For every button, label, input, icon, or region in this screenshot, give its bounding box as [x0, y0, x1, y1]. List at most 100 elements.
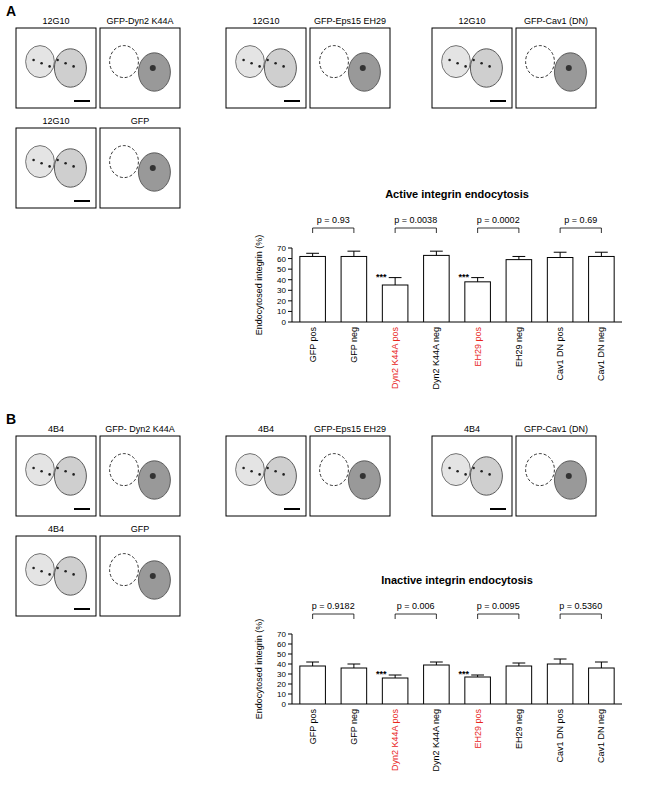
cell [442, 454, 471, 486]
bracket [313, 614, 354, 619]
text: Cav1 DN pos [555, 327, 565, 381]
vesicle [32, 59, 35, 62]
error-line [560, 659, 561, 664]
image-content [110, 46, 171, 92]
error-cap [306, 253, 319, 254]
text: 50 [277, 265, 286, 274]
text: 12G10 [42, 116, 69, 126]
bar [300, 256, 326, 322]
image-content [526, 46, 587, 92]
y-tick [288, 704, 292, 705]
gfp-spot [360, 65, 366, 71]
error-bar [554, 659, 567, 664]
gfp-cell [138, 153, 170, 191]
text: p = 0.93 [317, 215, 350, 225]
text: Dyn2 K44A neg [431, 709, 441, 772]
vesicle [40, 570, 43, 573]
error-line [601, 662, 602, 668]
cell-outline [110, 454, 139, 486]
cell [470, 49, 502, 87]
bar [424, 255, 450, 322]
text: 10 [277, 307, 286, 316]
error-cap [389, 675, 402, 676]
text: 12G10 [42, 16, 69, 26]
image-content [110, 554, 171, 600]
vesicle [282, 473, 285, 476]
cell [26, 46, 55, 78]
error-bar [347, 251, 360, 256]
error-bar [595, 662, 608, 668]
error-bar [306, 253, 319, 256]
y-tick [288, 279, 292, 280]
vesicle [64, 162, 67, 165]
vesicle [72, 165, 75, 168]
vesicle [64, 62, 67, 65]
vesicle [480, 470, 483, 473]
text: 4B4 [48, 424, 64, 434]
error-cap [430, 251, 443, 252]
cell-outline [526, 454, 555, 486]
cell [54, 149, 86, 187]
text: *** [376, 272, 387, 282]
error-bar [306, 662, 319, 666]
image-content [526, 454, 587, 500]
vesicle [472, 59, 475, 62]
error-cap [512, 663, 525, 664]
text: 50 [277, 650, 286, 659]
cell [26, 454, 55, 486]
text: GFP-Dyn2 K44A [106, 16, 173, 26]
error-cap [471, 277, 484, 278]
text: 10 [277, 690, 286, 699]
gfp-cell [138, 561, 170, 599]
text: Active integrin endocytosis [385, 188, 529, 200]
text: GFP-Eps15 EH29 [314, 16, 386, 26]
cell [442, 46, 471, 78]
bar [465, 677, 491, 704]
cell-outline [110, 554, 139, 586]
vesicle [32, 467, 35, 470]
error-bar [554, 252, 567, 257]
text: 20 [277, 680, 286, 689]
error-line [436, 251, 437, 255]
text: p = 0.0038 [394, 215, 437, 225]
vesicle [472, 467, 475, 470]
vesicle [48, 65, 51, 68]
text: p = 0.006 [397, 601, 435, 611]
bar [382, 678, 408, 704]
vesicle [266, 467, 269, 470]
vesicle [480, 62, 483, 65]
bars [300, 659, 614, 704]
scale-bar [74, 608, 90, 610]
error-cap [554, 252, 567, 253]
error-cap [554, 659, 567, 660]
text: GFP neg [349, 327, 359, 363]
scale-bar [74, 200, 90, 202]
text: 0 [282, 318, 287, 327]
gfp-cell [554, 461, 586, 499]
image-content [26, 554, 87, 596]
error-bar [471, 675, 484, 677]
y-axis [292, 248, 293, 322]
cell [236, 454, 265, 486]
cell [236, 46, 265, 78]
vesicle [456, 62, 459, 65]
scale-bar [74, 508, 90, 510]
text: p = 0.69 [564, 215, 597, 225]
y-tick [288, 269, 292, 270]
vesicle [456, 470, 459, 473]
gfp-cell [554, 53, 586, 91]
cell-outline [110, 46, 139, 78]
image-frame [100, 128, 180, 208]
text: *** [376, 669, 387, 679]
text: 60 [277, 255, 286, 264]
text: p = 0.0002 [477, 215, 520, 225]
gfp-cell [138, 461, 170, 499]
text: B [6, 411, 16, 427]
scale-bar [284, 508, 300, 510]
vesicle [64, 570, 67, 573]
y-tick [288, 322, 292, 323]
gfp-cell [348, 53, 380, 91]
text: 40 [277, 276, 286, 285]
text: Dyn2 K44A pos [390, 709, 400, 772]
text: EH29 neg [514, 327, 524, 367]
